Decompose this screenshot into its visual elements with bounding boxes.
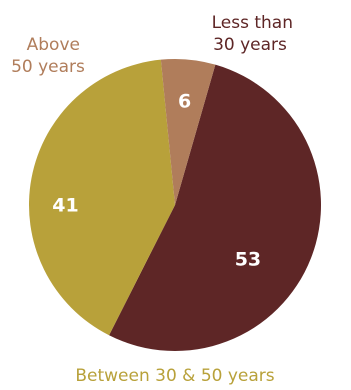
value-label-between-30-50: 41 — [52, 194, 78, 216]
label-less-than-30: Less than 30 years — [212, 13, 299, 55]
slice-less-than-30 — [109, 64, 321, 351]
label-between-30-50: Between 30 & 50 years — [75, 366, 274, 386]
pie-slices — [28, 59, 321, 351]
slice-between-30-50 — [28, 59, 176, 336]
label-above-50: Above 50 years — [11, 35, 85, 77]
slice-above-50 — [160, 59, 216, 205]
value-label-less-than-30: 53 — [235, 249, 261, 271]
value-label-above-50: 6 — [178, 90, 191, 112]
value-labels: 53 41 6 — [52, 90, 261, 270]
